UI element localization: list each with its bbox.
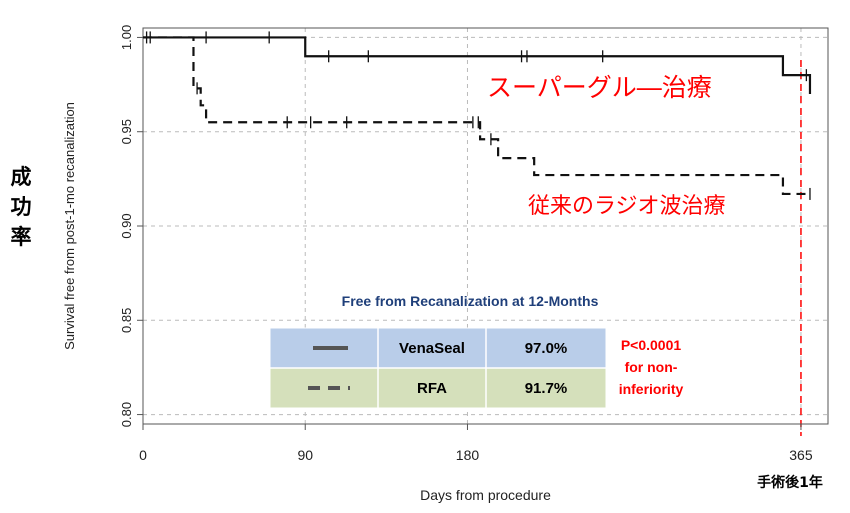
table-cell-name: VenaSeal xyxy=(399,340,465,357)
y-tick-label: 0.95 xyxy=(119,119,134,144)
km-curve-rfa xyxy=(143,36,810,196)
table-cell-value: 91.7% xyxy=(525,380,568,397)
annotation-rfa: 従来のラジオ波治療 xyxy=(528,194,726,219)
table-cell-value: 97.0% xyxy=(525,340,568,357)
inset-table: Free from Recanalization at 12-Months Ve… xyxy=(269,293,684,409)
series-layer xyxy=(143,36,812,196)
inset-table-title: Free from Recanalization at 12-Months xyxy=(342,293,599,309)
y-tick-label: 0.90 xyxy=(119,213,134,238)
axis-ticks: 0.80 0.85 0.90 0.95 1.00 0 90 180 365 xyxy=(119,25,813,463)
x-tick-label: 365 xyxy=(789,447,813,463)
p-value-line: inferiority xyxy=(619,381,684,397)
success-rate-label: 成 功 率 xyxy=(8,162,34,252)
annotation-superglue: スーパーグル―治療 xyxy=(487,73,712,102)
y-tick-label: 0.80 xyxy=(119,402,134,427)
p-value-line: P<0.0001 xyxy=(621,337,682,353)
y-tick-label: 1.00 xyxy=(119,25,134,50)
table-row-rfa xyxy=(269,367,607,409)
x-tick-label: 90 xyxy=(297,447,313,463)
success-rate-char: 功 xyxy=(10,195,32,219)
success-rate-char: 成 xyxy=(10,165,32,189)
x-tick-label: 0 xyxy=(139,447,147,463)
x-tick-label: 180 xyxy=(456,447,480,463)
censor-marks xyxy=(145,31,811,200)
y-tick-label: 0.85 xyxy=(119,308,134,333)
km-curve-superglue xyxy=(143,36,812,94)
y-axis-label: Survival free from post-1-mo recanalizat… xyxy=(62,102,77,350)
success-rate-char: 率 xyxy=(10,225,32,249)
one-year-label: 手術後1年 xyxy=(757,474,823,491)
table-cell-name: RFA xyxy=(417,380,447,397)
p-value-line: for non- xyxy=(625,359,678,375)
x-axis-label: Days from procedure xyxy=(420,487,551,503)
